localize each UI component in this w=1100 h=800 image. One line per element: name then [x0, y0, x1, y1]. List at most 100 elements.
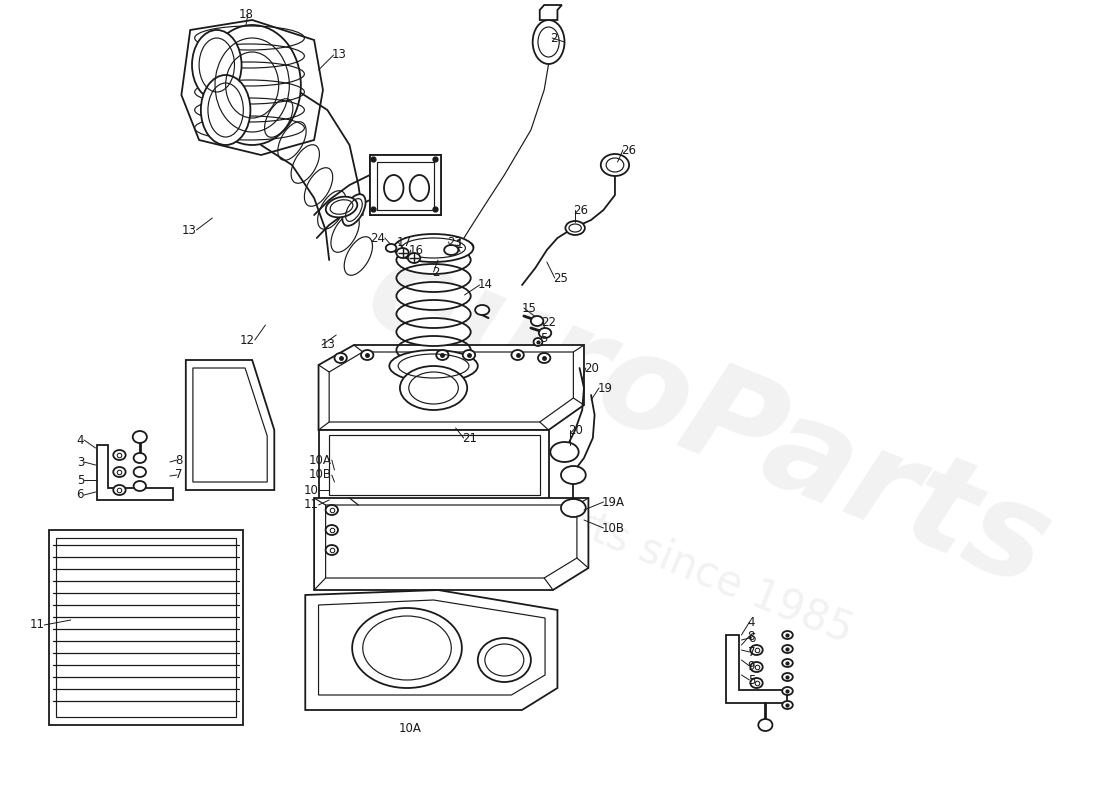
Ellipse shape — [782, 631, 793, 639]
Ellipse shape — [396, 318, 471, 346]
Ellipse shape — [409, 175, 429, 201]
Ellipse shape — [201, 75, 251, 145]
Ellipse shape — [534, 338, 542, 346]
Text: 6: 6 — [748, 631, 756, 645]
Polygon shape — [186, 360, 274, 490]
Ellipse shape — [326, 505, 338, 515]
Ellipse shape — [326, 197, 358, 218]
Text: 3: 3 — [77, 455, 84, 469]
Text: 14: 14 — [477, 278, 493, 291]
Text: 5: 5 — [748, 674, 755, 686]
Ellipse shape — [782, 645, 793, 653]
Ellipse shape — [394, 234, 473, 262]
Text: 21: 21 — [462, 431, 477, 445]
Ellipse shape — [758, 719, 772, 731]
Ellipse shape — [396, 248, 409, 258]
Ellipse shape — [477, 638, 531, 682]
Text: 17: 17 — [396, 235, 411, 249]
Ellipse shape — [463, 350, 475, 360]
Text: 4: 4 — [77, 434, 84, 446]
Text: 11: 11 — [30, 618, 44, 631]
Ellipse shape — [384, 175, 404, 201]
Text: 16: 16 — [409, 243, 424, 257]
Text: 10B: 10B — [602, 522, 625, 534]
Ellipse shape — [342, 194, 365, 226]
Text: 20: 20 — [568, 423, 583, 437]
Text: 10A: 10A — [309, 454, 332, 466]
Text: 22: 22 — [541, 315, 557, 329]
Bar — [370, 155, 441, 215]
Text: 20: 20 — [584, 362, 598, 374]
Polygon shape — [726, 635, 788, 703]
Ellipse shape — [538, 353, 550, 363]
Text: euroParts: euroParts — [349, 226, 1067, 614]
Ellipse shape — [113, 450, 125, 460]
Ellipse shape — [561, 466, 586, 484]
Text: 26: 26 — [621, 143, 636, 157]
Text: a parts since 1985: a parts since 1985 — [485, 468, 859, 652]
Ellipse shape — [512, 350, 524, 360]
Text: 11: 11 — [304, 498, 319, 511]
Ellipse shape — [531, 316, 543, 326]
Bar — [56, 538, 236, 717]
Ellipse shape — [782, 659, 793, 667]
Ellipse shape — [389, 350, 477, 382]
Ellipse shape — [782, 673, 793, 681]
Polygon shape — [97, 445, 173, 500]
Text: 15: 15 — [522, 302, 537, 314]
Ellipse shape — [550, 442, 579, 462]
Ellipse shape — [782, 687, 793, 695]
Polygon shape — [370, 155, 441, 215]
Text: 4: 4 — [748, 615, 756, 629]
Ellipse shape — [400, 366, 468, 410]
Ellipse shape — [444, 245, 459, 255]
Ellipse shape — [133, 467, 146, 477]
Ellipse shape — [437, 350, 449, 360]
Text: 13: 13 — [332, 49, 346, 62]
Text: 10: 10 — [304, 483, 319, 497]
Text: 19: 19 — [597, 382, 613, 394]
Ellipse shape — [750, 678, 762, 688]
Ellipse shape — [386, 244, 396, 252]
Ellipse shape — [334, 353, 346, 363]
Text: 24: 24 — [370, 231, 385, 245]
Bar — [48, 530, 243, 725]
Text: 8: 8 — [748, 630, 755, 642]
Polygon shape — [182, 20, 323, 155]
Text: 26: 26 — [573, 203, 588, 217]
Ellipse shape — [750, 662, 762, 672]
Text: 10A: 10A — [399, 722, 422, 734]
Bar — [377, 162, 434, 210]
Ellipse shape — [532, 20, 564, 64]
Text: 9: 9 — [748, 659, 756, 673]
Polygon shape — [319, 345, 584, 430]
Text: 2: 2 — [550, 31, 558, 45]
Text: 13: 13 — [182, 223, 197, 237]
Ellipse shape — [133, 481, 146, 491]
Ellipse shape — [326, 525, 338, 535]
Ellipse shape — [113, 485, 125, 495]
Text: 5: 5 — [77, 474, 84, 486]
Ellipse shape — [750, 645, 762, 655]
Ellipse shape — [408, 253, 420, 263]
Text: 6: 6 — [77, 489, 84, 502]
Polygon shape — [319, 430, 549, 500]
Ellipse shape — [133, 453, 146, 463]
Text: 5: 5 — [540, 331, 547, 345]
Text: 10B: 10B — [309, 469, 332, 482]
Ellipse shape — [133, 431, 147, 443]
Ellipse shape — [782, 701, 793, 709]
Text: 2: 2 — [432, 266, 439, 278]
Ellipse shape — [601, 154, 629, 176]
Ellipse shape — [396, 246, 471, 274]
Text: 23: 23 — [447, 235, 462, 249]
Ellipse shape — [565, 221, 585, 235]
Ellipse shape — [204, 25, 300, 145]
Ellipse shape — [459, 242, 473, 252]
Text: 7: 7 — [748, 646, 756, 658]
Polygon shape — [315, 498, 588, 590]
Text: 1: 1 — [455, 238, 463, 251]
Text: 19A: 19A — [602, 495, 625, 509]
Ellipse shape — [539, 328, 551, 338]
Ellipse shape — [352, 608, 462, 688]
